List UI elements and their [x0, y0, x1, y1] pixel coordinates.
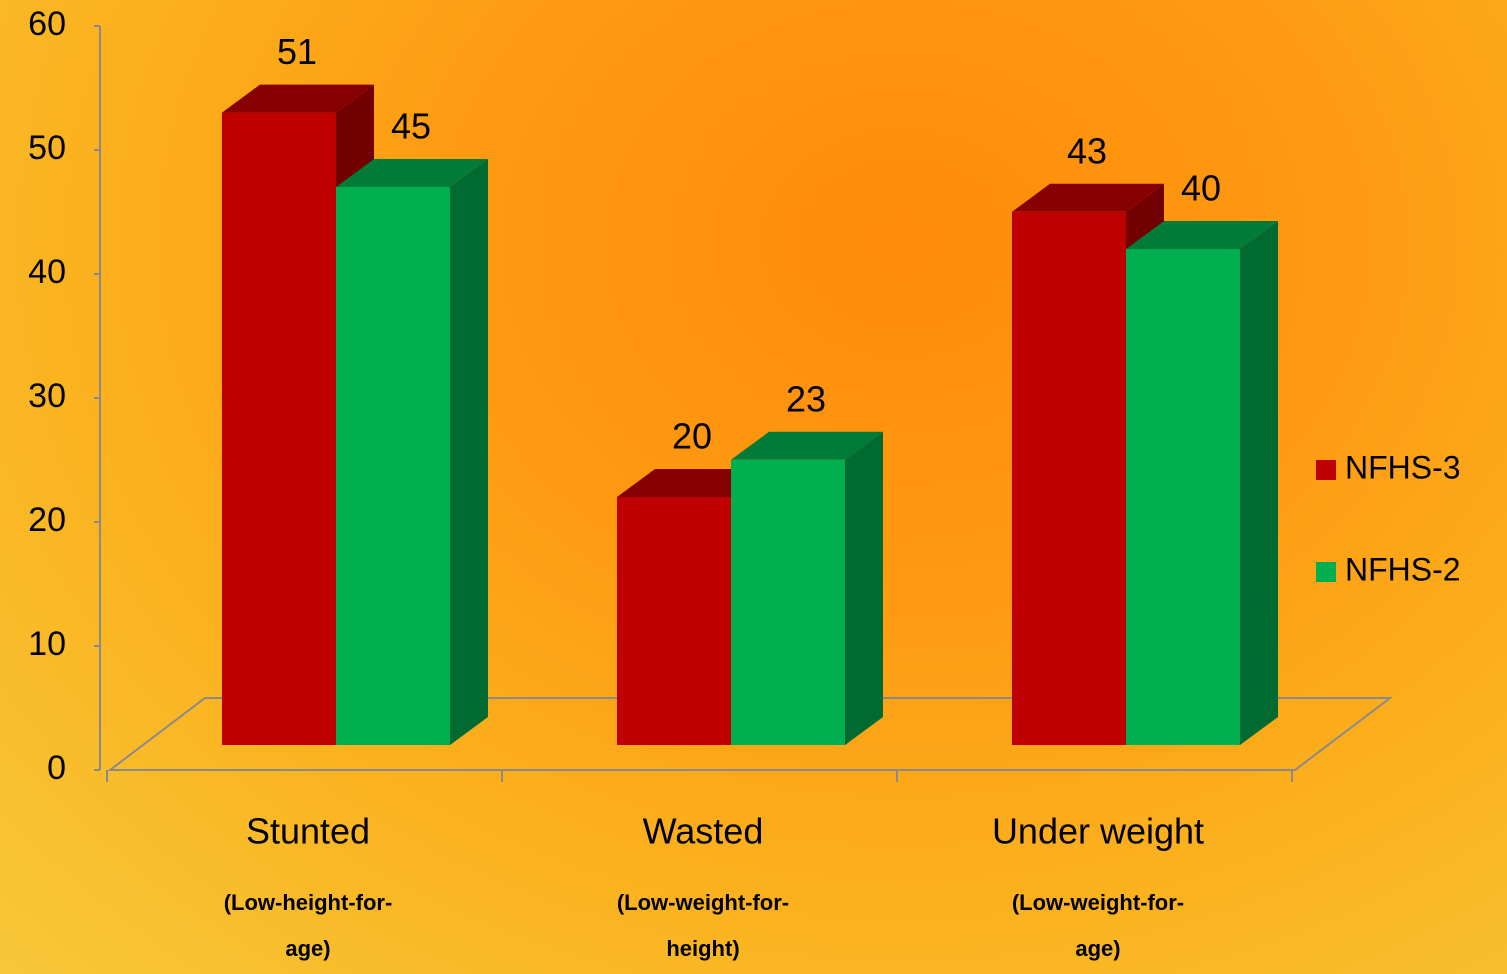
bar-top	[1126, 221, 1278, 249]
y-tick-label: 40	[28, 253, 66, 291]
bar	[617, 497, 731, 745]
bar	[336, 187, 450, 745]
x-tick-label: Under weight	[992, 811, 1204, 852]
legend-swatch	[1316, 460, 1336, 480]
bar-top	[1012, 183, 1164, 212]
floor	[107, 697, 1393, 771]
legend-label: NFHS-3	[1345, 449, 1461, 485]
bar-top	[731, 431, 883, 460]
legend-label: NFHS-2	[1345, 551, 1461, 587]
legend-swatch	[1316, 562, 1336, 582]
x-tick-label: Stunted	[246, 811, 370, 852]
value-label: 20	[672, 416, 712, 457]
bar-side	[1240, 221, 1278, 745]
y-tick-label: 20	[28, 501, 66, 539]
bar-side	[450, 159, 488, 745]
bar-side	[845, 431, 883, 745]
value-label: 23	[786, 378, 826, 419]
x-tick-label: Wasted	[643, 811, 764, 852]
bar-top	[222, 84, 374, 113]
value-label: 45	[391, 106, 431, 147]
bar	[222, 112, 336, 746]
value-label: 43	[1067, 130, 1107, 171]
category-note: (Low-height-for-age)	[223, 890, 393, 961]
bar	[731, 459, 845, 745]
bar-top	[336, 159, 488, 187]
y-tick-label: 50	[28, 129, 66, 167]
y-tick-label: 0	[47, 749, 66, 787]
y-tick-label: 30	[28, 377, 66, 415]
y-tick-label: 10	[28, 625, 66, 663]
value-label: 40	[1181, 168, 1221, 209]
bar	[1012, 211, 1126, 746]
category-note: (Low-weight-for-height)	[616, 890, 790, 961]
category-note: (Low-weight-for- age)	[1011, 890, 1185, 961]
bar	[1126, 249, 1240, 745]
y-tick-label: 60	[28, 5, 66, 43]
value-label: 51	[277, 31, 317, 72]
